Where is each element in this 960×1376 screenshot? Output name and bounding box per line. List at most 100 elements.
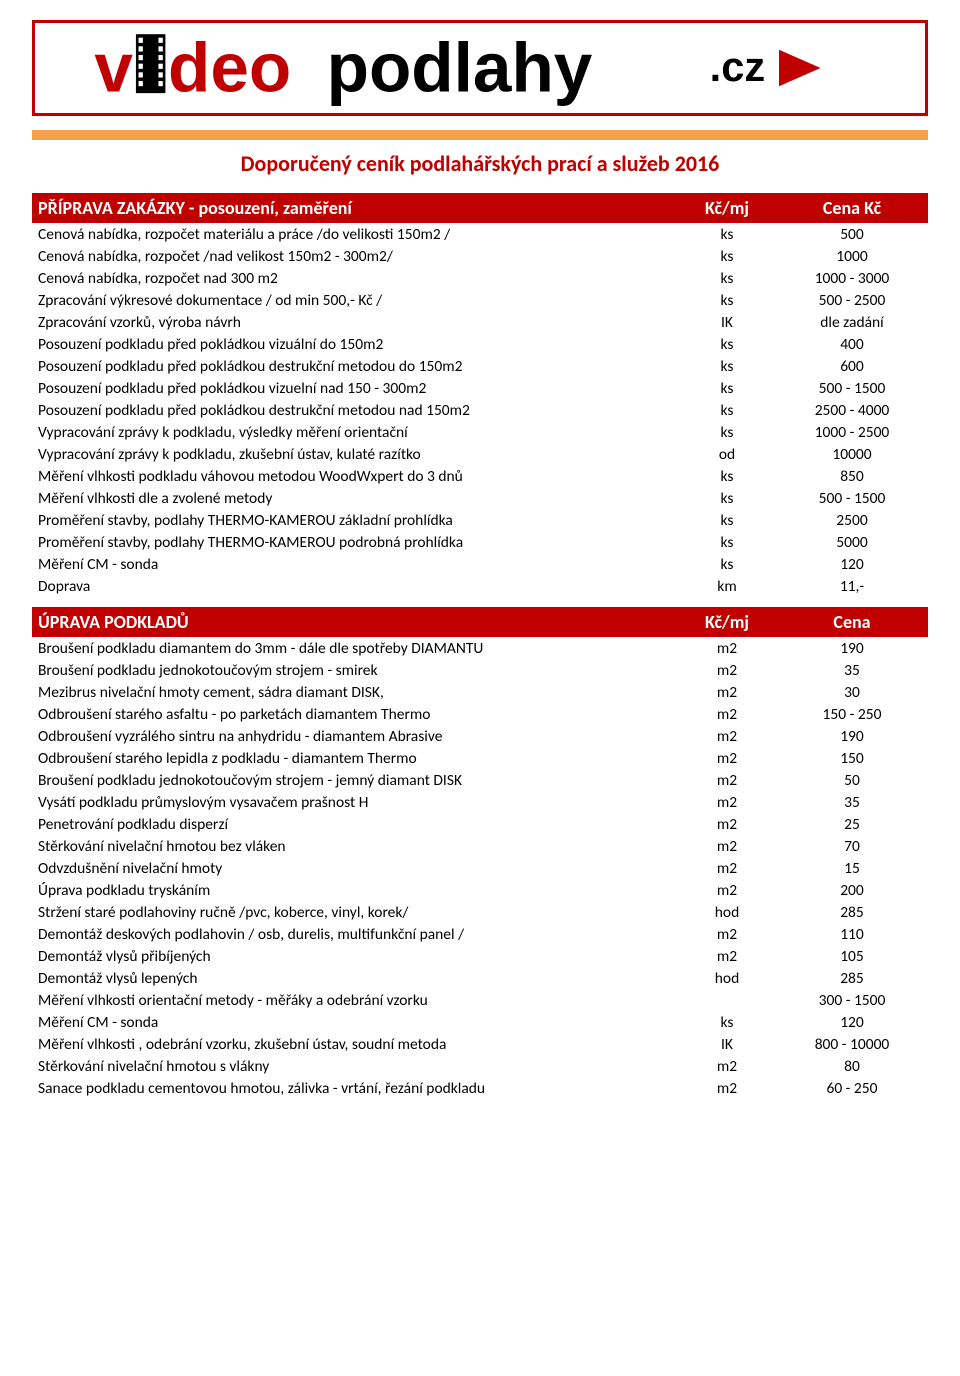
- logo-svg: v deo podlahy .cz: [43, 29, 917, 107]
- row-unit: ks: [672, 291, 782, 310]
- price-row: Posouzení podkladu před pokládkou destru…: [32, 355, 928, 377]
- row-desc: Penetrování podkladu disperzí: [38, 815, 672, 834]
- price-row: Demontáž vlysů přibíjenýchm2105: [32, 945, 928, 967]
- row-unit: m2: [672, 925, 782, 944]
- row-desc: Doprava: [38, 577, 672, 596]
- price-row: Úprava podkladu tryskánímm2200: [32, 879, 928, 901]
- price-row: Penetrování podkladu disperzím225: [32, 813, 928, 835]
- row-desc: Odbroušení starého lepidla z podkladu - …: [38, 749, 672, 768]
- price-row: Broušení podkladu jednokotoučovým stroje…: [32, 769, 928, 791]
- row-desc: Broušení podkladu jednokotoučovým stroje…: [38, 661, 672, 680]
- row-unit: ks: [672, 1013, 782, 1032]
- row-desc: Proměření stavby, podlahy THERMO-KAMEROU…: [38, 511, 672, 530]
- row-price: 150: [782, 749, 922, 768]
- row-unit: ks: [672, 489, 782, 508]
- price-row: Demontáž vlysů lepenýchhod285: [32, 967, 928, 989]
- price-row: Dopravakm11,-: [32, 575, 928, 597]
- row-desc: Cenová nabídka, rozpočet materiálu a prá…: [38, 225, 672, 244]
- row-price: 2500: [782, 511, 922, 530]
- row-price: 800 - 10000: [782, 1035, 922, 1054]
- row-price: 30: [782, 683, 922, 702]
- row-unit: m2: [672, 639, 782, 658]
- row-unit: hod: [672, 903, 782, 922]
- row-unit: m2: [672, 705, 782, 724]
- price-row: Broušení podkladu diamantem do 3mm - dál…: [32, 637, 928, 659]
- row-desc: Posouzení podkladu před pokládkou vizuál…: [38, 335, 672, 354]
- row-price: 500 - 1500: [782, 489, 922, 508]
- row-desc: Stěrkování nivelační hmotou s vlákny: [38, 1057, 672, 1076]
- row-unit: m2: [672, 727, 782, 746]
- row-unit: m2: [672, 771, 782, 790]
- row-unit: ks: [672, 379, 782, 398]
- row-price: 60 - 250: [782, 1079, 922, 1098]
- price-row: Měření vlhkosti podkladu váhovou metodou…: [32, 465, 928, 487]
- row-unit: [672, 991, 782, 1010]
- price-row: Měření vlhkosti orientační metody - měřá…: [32, 989, 928, 1011]
- row-desc: Měření vlhkosti podkladu váhovou metodou…: [38, 467, 672, 486]
- row-price: 15: [782, 859, 922, 878]
- row-desc: Odbroušení starého asfaltu - po parketác…: [38, 705, 672, 724]
- row-unit: IK: [672, 1035, 782, 1054]
- row-unit: ks: [672, 511, 782, 530]
- play-triangle-icon: [779, 50, 821, 86]
- page-title: Doporučený ceník podlahářských prací a s…: [32, 150, 928, 177]
- price-row: Demontáž deskových podlahovin / osb, dur…: [32, 923, 928, 945]
- row-price: 1000 - 2500: [782, 423, 922, 442]
- price-row: Stržení staré podlahoviny ručně /pvc, ko…: [32, 901, 928, 923]
- row-price: 285: [782, 969, 922, 988]
- row-unit: m2: [672, 749, 782, 768]
- row-price: 300 - 1500: [782, 991, 922, 1010]
- logo-cz: .cz: [710, 43, 766, 90]
- row-desc: Stržení staré podlahoviny ručně /pvc, ko…: [38, 903, 672, 922]
- price-row: Měření CM - sondaks120: [32, 553, 928, 575]
- row-desc: Úprava podkladu tryskáním: [38, 881, 672, 900]
- price-row: Vypracování zprávy k podkladu, zkušební …: [32, 443, 928, 465]
- row-desc: Odvzdušnění nivelační hmoty: [38, 859, 672, 878]
- row-unit: ks: [672, 467, 782, 486]
- orange-separator: [32, 130, 928, 140]
- row-desc: Posouzení podkladu před pokládkou vizuel…: [38, 379, 672, 398]
- price-row: Cenová nabídka, rozpočet materiálu a prá…: [32, 223, 928, 245]
- row-price: 11,-: [782, 577, 922, 596]
- row-unit: hod: [672, 969, 782, 988]
- row-desc: Posouzení podkladu před pokládkou destru…: [38, 357, 672, 376]
- section-unit-header: Kč/mj: [672, 197, 782, 219]
- row-desc: Demontáž vlysů přibíjených: [38, 947, 672, 966]
- price-row: Broušení podkladu jednokotoučovým stroje…: [32, 659, 928, 681]
- section-gap: [32, 597, 928, 607]
- row-desc: Vypracování zprávy k podkladu, výsledky …: [38, 423, 672, 442]
- price-row: Odbroušení starého asfaltu - po parketác…: [32, 703, 928, 725]
- row-price: 105: [782, 947, 922, 966]
- price-row: Posouzení podkladu před pokládkou destru…: [32, 399, 928, 421]
- section-title: ÚPRAVA PODKLADŮ: [38, 611, 672, 633]
- row-price: 1000: [782, 247, 922, 266]
- row-desc: Cenová nabídka, rozpočet /nad velikost 1…: [38, 247, 672, 266]
- row-price: 190: [782, 639, 922, 658]
- price-row: Vysátí podkladu průmyslovým vysavačem pr…: [32, 791, 928, 813]
- row-unit: ks: [672, 247, 782, 266]
- row-price: 120: [782, 1013, 922, 1032]
- section-header: ÚPRAVA PODKLADŮKč/mjCena: [32, 607, 928, 637]
- row-desc: Měření CM - sonda: [38, 555, 672, 574]
- price-row: Cenová nabídka, rozpočet nad 300 m2ks100…: [32, 267, 928, 289]
- price-row: Stěrkování nivelační hmotou bez vlákenm2…: [32, 835, 928, 857]
- row-desc: Zpracování vzorků, výroba návrh: [38, 313, 672, 332]
- row-price: dle zadání: [782, 313, 922, 332]
- price-row: Sanace podkladu cementovou hmotou, záliv…: [32, 1077, 928, 1099]
- row-unit: m2: [672, 793, 782, 812]
- row-price: 35: [782, 661, 922, 680]
- row-price: 850: [782, 467, 922, 486]
- logo-deo: deo: [168, 29, 291, 106]
- row-unit: IK: [672, 313, 782, 332]
- row-unit: ks: [672, 357, 782, 376]
- row-unit: m2: [672, 683, 782, 702]
- section-price-header: Cena: [782, 611, 922, 633]
- row-desc: Posouzení podkladu před pokládkou destru…: [38, 401, 672, 420]
- row-unit: m2: [672, 837, 782, 856]
- price-row: Proměření stavby, podlahy THERMO-KAMEROU…: [32, 509, 928, 531]
- logo-podlahy: podlahy: [327, 29, 593, 106]
- row-price: 5000: [782, 533, 922, 552]
- row-desc: Cenová nabídka, rozpočet nad 300 m2: [38, 269, 672, 288]
- row-price: 50: [782, 771, 922, 790]
- row-unit: m2: [672, 815, 782, 834]
